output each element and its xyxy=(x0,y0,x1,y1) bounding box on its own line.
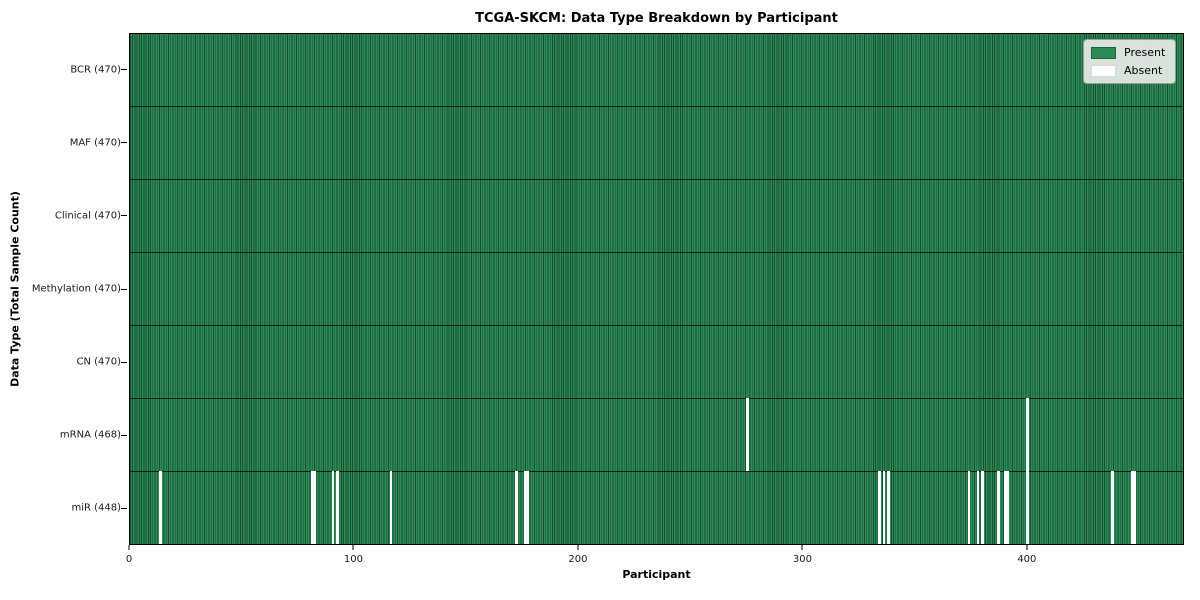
absent-cell xyxy=(1006,471,1009,544)
absent-cell xyxy=(311,471,314,544)
legend-label-absent: Absent xyxy=(1124,64,1163,77)
absent-cell xyxy=(1131,471,1134,544)
absent-cell xyxy=(976,471,980,544)
row-separator xyxy=(130,252,1183,254)
absent-cell xyxy=(1026,398,1029,472)
row-separator xyxy=(130,179,1183,181)
legend-label-present: Present xyxy=(1124,46,1166,59)
legend-entry-absent: Absent xyxy=(1091,64,1167,77)
x-tick-label: 0 xyxy=(125,554,133,565)
y-tick-label: mRNA (468) xyxy=(59,429,121,441)
absent-cell xyxy=(526,471,530,544)
absent-cell xyxy=(331,471,335,544)
y-tick-label: Clinical (470) xyxy=(54,210,121,222)
row-separator xyxy=(130,470,1183,472)
absent-cell xyxy=(1111,471,1114,544)
chart-title: TCGA-SKCM: Data Type Breakdown by Partic… xyxy=(475,11,838,26)
absent-cell xyxy=(524,471,527,544)
y-tick-labels: BCR (470) MAF (470) Clinical (470) Methylat… xyxy=(0,33,1200,545)
absent-cell xyxy=(882,471,886,544)
legend: Present Absent xyxy=(1083,39,1176,84)
x-tick-label: 200 xyxy=(568,554,588,565)
absent-cell xyxy=(981,471,984,544)
absent-cell xyxy=(336,471,339,544)
absent-swatch-icon xyxy=(1091,64,1116,77)
absent-cell xyxy=(997,471,1000,544)
present-swatch-icon xyxy=(1091,46,1116,59)
absent-cell xyxy=(967,471,971,544)
row-separator xyxy=(130,324,1183,326)
row-separator xyxy=(130,397,1183,399)
x-tick xyxy=(128,545,130,550)
y-tick-label: miR (448) xyxy=(71,502,121,514)
x-tick xyxy=(801,545,803,550)
absent-cell xyxy=(515,471,518,544)
absent-cell xyxy=(159,471,162,544)
absent-cell xyxy=(313,471,317,544)
plot-area xyxy=(129,33,1184,545)
y-tick-label: MAF (470) xyxy=(69,137,121,149)
x-tick xyxy=(1026,545,1028,550)
x-tick-label: 300 xyxy=(792,554,812,565)
absent-cell xyxy=(887,471,890,544)
row-separator xyxy=(130,106,1183,108)
absent-cell xyxy=(878,471,881,544)
absent-cell xyxy=(389,471,393,544)
y-tick-label: Methylation (470) xyxy=(31,283,121,295)
legend-entry-present: Present xyxy=(1091,46,1167,59)
y-tick-label: CN (470) xyxy=(76,356,121,368)
absent-cell xyxy=(1003,471,1007,544)
absent-cell xyxy=(1133,471,1137,544)
absent-cell xyxy=(1026,471,1029,544)
y-tick-label: BCR (470) xyxy=(70,64,121,76)
x-tick xyxy=(352,545,354,550)
x-tick-label: 400 xyxy=(1017,554,1037,565)
x-tick-label: 100 xyxy=(343,554,363,565)
absent-cell xyxy=(746,398,749,472)
x-tick xyxy=(577,545,579,550)
x-axis-label: Participant xyxy=(622,568,691,581)
